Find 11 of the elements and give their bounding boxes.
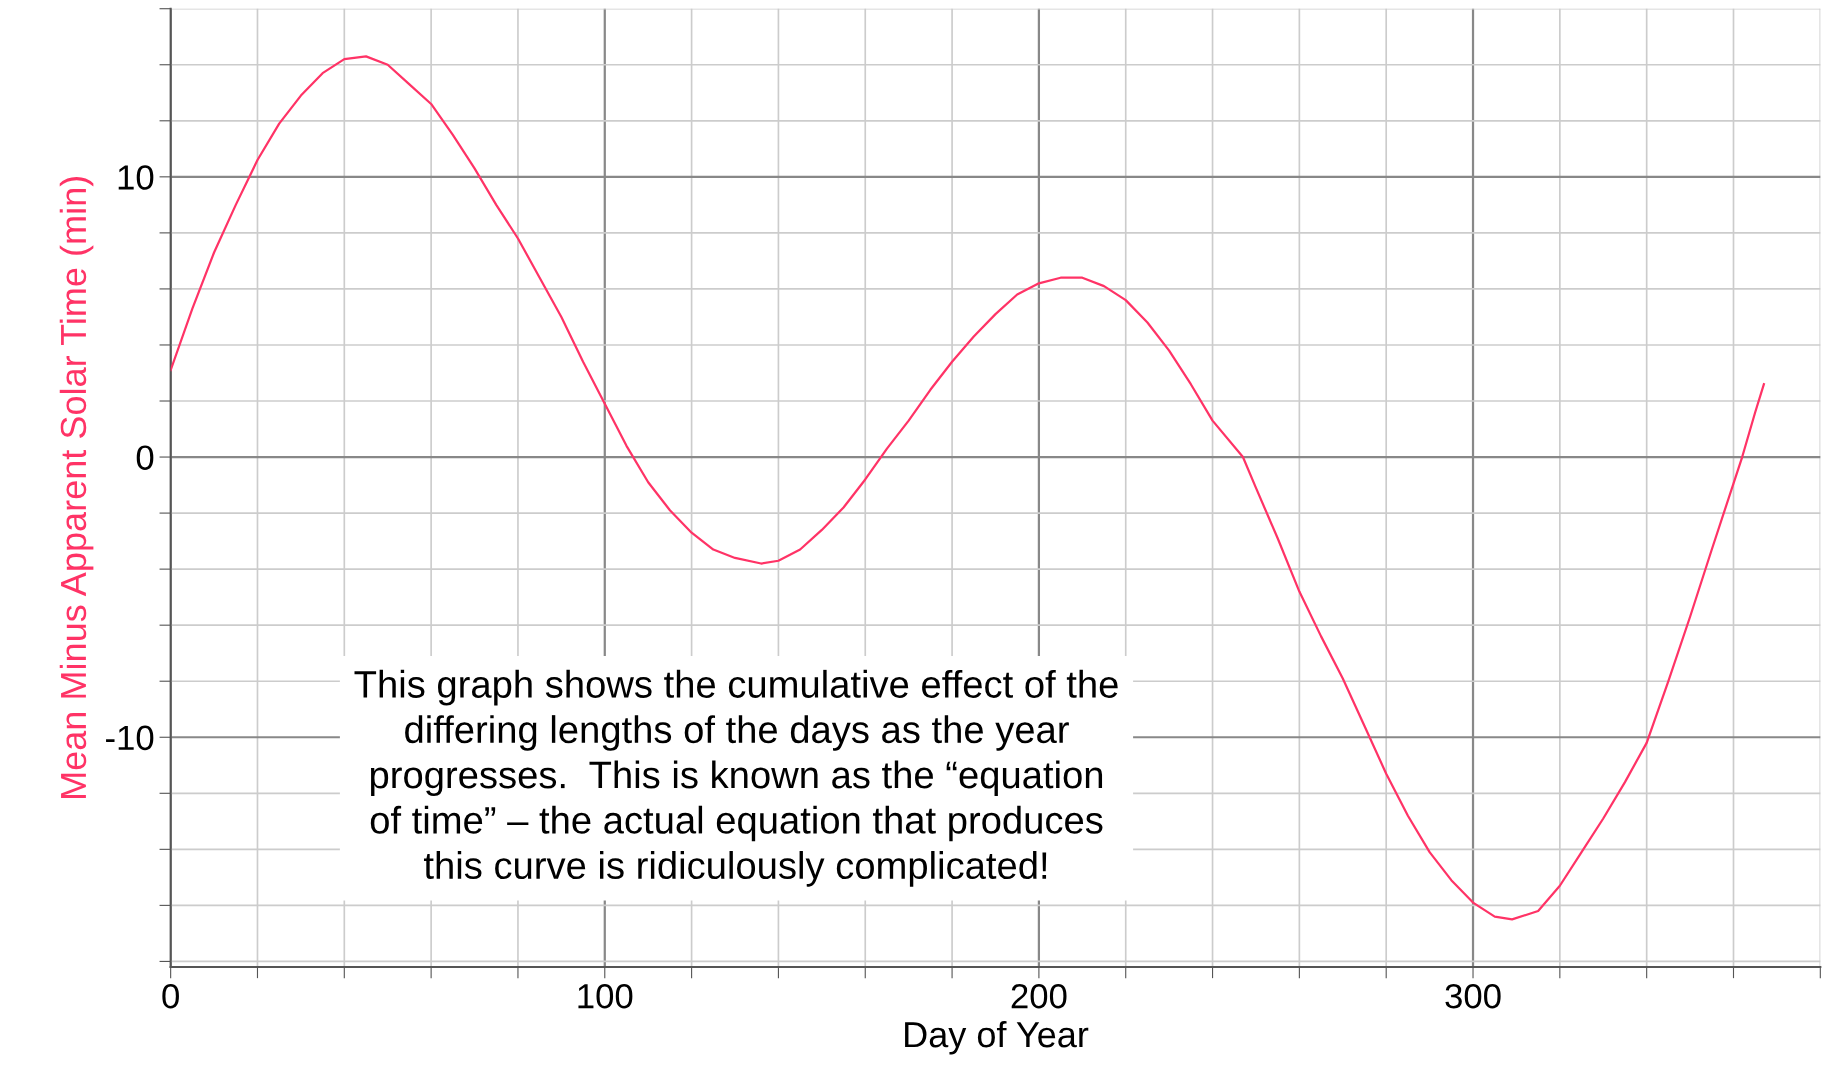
y-tick-label: -10: [106, 725, 154, 751]
x-tick-label: 100: [578, 983, 633, 1009]
y-tick-label: 10: [118, 165, 154, 190]
x-tick-label: 200: [1011, 983, 1067, 1009]
x-tick-label: 0: [162, 983, 179, 1009]
x-tick-label: 300: [1445, 983, 1501, 1009]
y-tick-label: 0: [136, 445, 154, 470]
x-axis-title: Day of Year: [905, 1020, 1089, 1055]
annotation: This graph shows the cumulative effect of the differing lengths of the days as the year progresses. This is known as the “equation of time” – the actual equation that produces this curve is ridiculously complicated!: [354, 669, 1118, 887]
line-series: [170, 55, 1765, 921]
y-axis-title: Mean Minus Apparent Solar Time (min): [59, 177, 94, 798]
